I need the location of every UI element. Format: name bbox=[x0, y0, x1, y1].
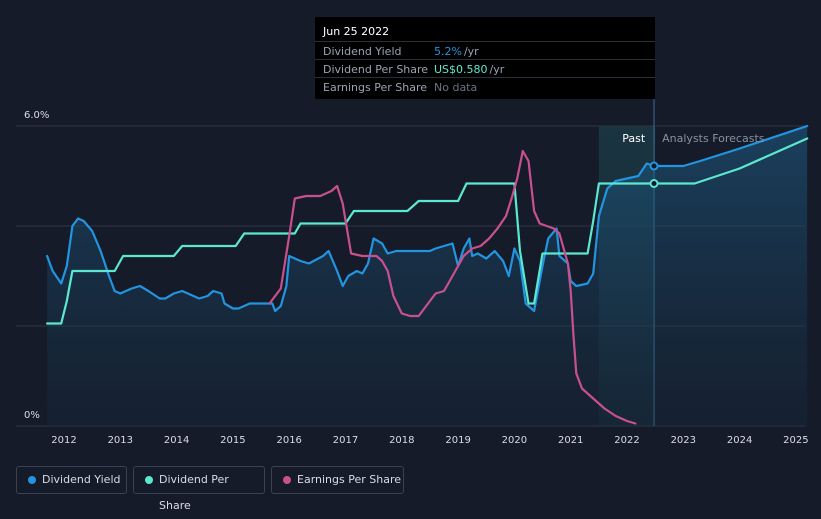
tooltip-value: US$0.580/yr bbox=[434, 63, 504, 76]
legend-dot-icon bbox=[283, 476, 291, 484]
tooltip-value: 5.2%/yr bbox=[434, 45, 479, 58]
x-tick-label: 2024 bbox=[727, 435, 752, 446]
legend-earnings-per-share[interactable]: Earnings Per Share bbox=[271, 466, 404, 494]
x-tick-label: 2013 bbox=[108, 435, 133, 446]
forecast-label: Analysts Forecasts bbox=[662, 132, 765, 145]
legend-dividend-yield[interactable]: Dividend Yield bbox=[16, 466, 127, 494]
legend-label: Earnings Per Share bbox=[297, 473, 402, 486]
hover-tooltip: Jun 25 2022 Dividend Yield 5.2%/yr Divid… bbox=[315, 17, 655, 99]
tooltip-row-dividend-yield: Dividend Yield 5.2%/yr bbox=[315, 41, 655, 60]
x-tick-label: 2022 bbox=[614, 435, 639, 446]
y-label-top: 6.0% bbox=[24, 110, 49, 121]
tooltip-unit: /yr bbox=[489, 63, 505, 76]
tooltip-date: Jun 25 2022 bbox=[323, 25, 390, 38]
earnings-per-share-line bbox=[268, 149, 637, 425]
legend-dot-icon bbox=[28, 476, 36, 484]
tooltip-label: Dividend Yield bbox=[323, 45, 402, 58]
dividend-per-share-line bbox=[46, 137, 809, 325]
dividend-yield-area bbox=[47, 126, 808, 426]
past-label: Past bbox=[622, 132, 646, 145]
tooltip-value-text: 5.2% bbox=[434, 45, 462, 58]
tooltip-value-text: No data bbox=[434, 81, 478, 94]
dividend-chart: 6.0% 0% Past Analysts Forecasts 2012 2013 2014… bbox=[16, 99, 809, 446]
legend-label: Dividend Yield bbox=[42, 473, 121, 486]
x-tick-label: 2014 bbox=[164, 435, 189, 446]
tooltip-label: Earnings Per Share bbox=[323, 81, 428, 94]
dividend-per-share-marker bbox=[649, 179, 659, 188]
x-tick-label: 2021 bbox=[558, 435, 583, 446]
tooltip-unit: /yr bbox=[463, 45, 479, 58]
legend-dividend-per-share[interactable]: Dividend Per Share bbox=[133, 466, 265, 512]
x-tick-label: 2016 bbox=[276, 435, 301, 446]
x-tick-label: 2023 bbox=[671, 435, 696, 446]
tooltip-row-earnings-per-share: Earnings Per Share No data bbox=[315, 77, 655, 96]
x-tick-label: 2018 bbox=[389, 435, 414, 446]
tooltip-row-dividend-per-share: Dividend Per Share US$0.580/yr bbox=[315, 59, 655, 78]
tooltip-value: No data bbox=[434, 81, 479, 94]
dividend-yield-marker bbox=[649, 161, 659, 171]
x-tick-label: 2020 bbox=[502, 435, 527, 446]
x-tick-label: 2025 bbox=[783, 435, 808, 446]
x-tick-label: 2012 bbox=[51, 435, 76, 446]
tooltip-label: Dividend Per Share bbox=[323, 63, 429, 76]
legend-dot-icon bbox=[145, 476, 153, 484]
x-tick-label: 2015 bbox=[220, 435, 245, 446]
tooltip-value-text: US$0.580 bbox=[434, 63, 488, 76]
x-tick-label: 2019 bbox=[445, 435, 470, 446]
y-label-bottom: 0% bbox=[24, 410, 40, 421]
x-tick-label: 2017 bbox=[333, 435, 358, 446]
